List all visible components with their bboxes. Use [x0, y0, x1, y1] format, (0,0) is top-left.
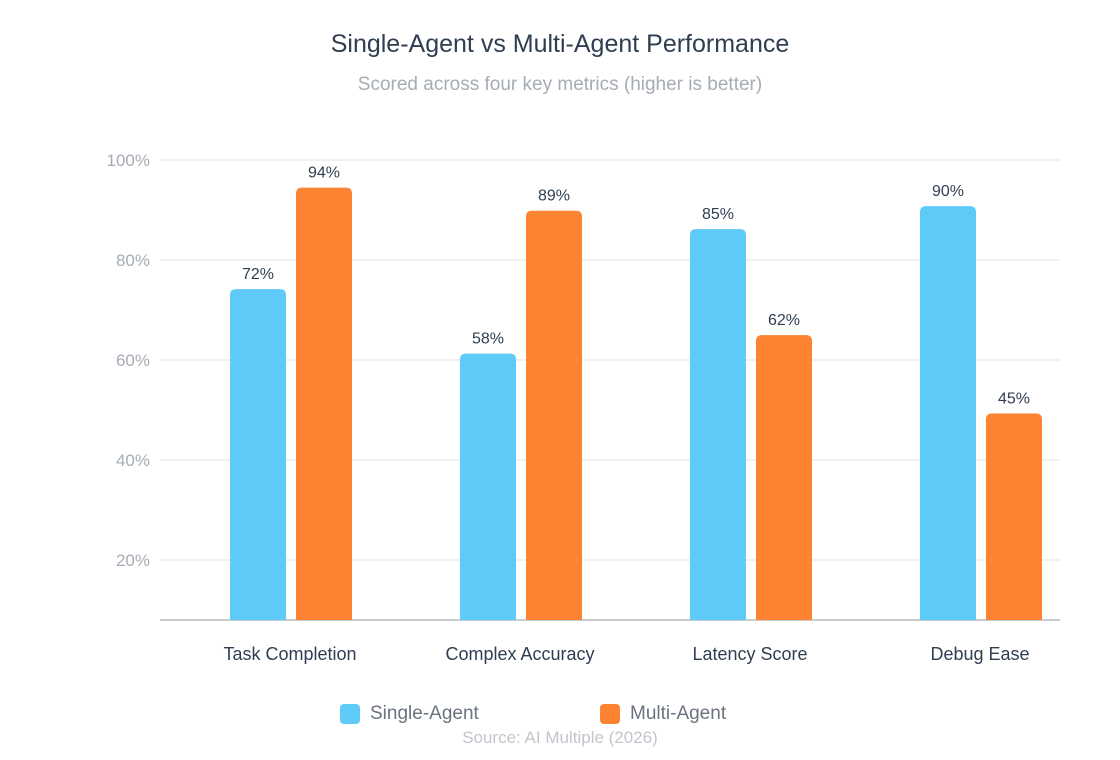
y-tick-label: 80%	[116, 251, 150, 270]
bar-single-agent	[230, 289, 286, 620]
x-tick-label: Debug Ease	[930, 644, 1029, 664]
x-tick-label: Complex Accuracy	[445, 644, 594, 664]
bar-multi-agent	[986, 413, 1042, 620]
x-tick-label: Task Completion	[223, 644, 356, 664]
legend-label: Single-Agent	[370, 703, 479, 724]
legend-swatch	[340, 704, 360, 724]
legend: Single-Agent Multi-Agent	[0, 703, 1120, 727]
data-label: 85%	[702, 206, 734, 223]
y-tick-label: 100%	[107, 151, 150, 170]
y-tick-label: 20%	[116, 551, 150, 570]
bar-single-agent	[920, 206, 976, 620]
bar-single-agent	[460, 353, 516, 620]
legend-item-multi-agent[interactable]: Multi-Agent	[600, 703, 726, 725]
bar-multi-agent	[756, 335, 812, 620]
data-label: 72%	[242, 266, 274, 283]
chart-title: Single-Agent vs Multi-Agent Performance	[330, 30, 790, 58]
bar-single-agent	[690, 229, 746, 620]
data-label: 45%	[998, 391, 1030, 408]
legend-label: Multi-Agent	[630, 703, 727, 724]
legend-item-single-agent[interactable]: Single-Agent	[340, 703, 479, 725]
data-label: 90%	[932, 183, 964, 200]
y-tick-label: 40%	[116, 451, 150, 470]
chart-subtitle: Scored across four key metrics (higher i…	[357, 74, 763, 95]
data-label: 62%	[768, 312, 800, 329]
y-tick-label: 60%	[116, 351, 150, 370]
source-note: Source: AI Multiple (2026)	[462, 728, 658, 747]
bar-multi-agent	[526, 210, 582, 620]
data-label: 89%	[538, 188, 570, 205]
legend-swatch	[600, 704, 620, 724]
data-label: 58%	[472, 331, 504, 348]
x-tick-label: Latency Score	[692, 644, 807, 664]
data-label: 94%	[308, 165, 340, 182]
bar-multi-agent	[296, 187, 352, 620]
